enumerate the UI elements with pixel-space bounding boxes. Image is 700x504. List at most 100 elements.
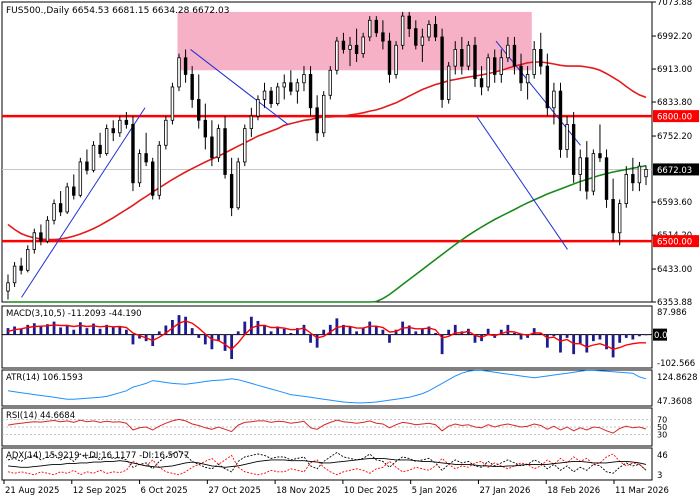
candle-body [256,99,260,117]
candle-body [637,165,642,184]
candle-body [578,157,582,175]
macd-bar [545,334,549,348]
x-tick-label: 10 Dec 2025 [344,486,398,496]
level-label-box-0 [653,110,699,123]
macd-bar [453,324,457,335]
macd-bar [420,328,424,335]
adx-minus-di-line [7,453,647,476]
x-tick-label: 11 Mar 2026 [615,486,669,496]
macd-bar [249,316,253,335]
macd-bar [52,321,56,335]
macd-bar [92,323,95,335]
price-tick-label: 6913.00 [657,65,692,75]
candle-body [137,153,142,184]
price-tick-label: 6593.60 [657,198,692,208]
macd-bar [611,334,615,358]
macd-bar [276,326,280,335]
candle-body [374,19,379,34]
candle-body [604,157,609,200]
x-tick-label: 27 Jan 2026 [479,486,530,496]
adx-plus-di-line [7,450,647,474]
macd-bar [32,323,36,335]
candle-body [26,249,30,271]
macd-bar [282,328,286,335]
candle-body [111,128,115,134]
candle-body [315,107,319,134]
macd-bar [138,334,141,339]
candle-body [598,153,602,159]
macd-bar [315,334,319,348]
candle-body [479,78,484,88]
macd-zero-box [653,328,667,341]
macd-bar [355,331,358,335]
candle-body [440,36,444,100]
x-tick-label: 5 Jan 2026 [412,486,458,496]
level-label-0: 6800.00 [657,113,692,123]
candle-body [368,19,372,38]
candle-body [262,90,267,100]
x-tick-label: 6 Oct 2025 [141,486,188,496]
candle-body [12,265,17,284]
candle-body [539,49,543,67]
candle-body [486,57,490,88]
candle-body [532,49,536,75]
macd-bar [361,327,365,335]
candle-body [558,90,563,150]
candle-body [104,128,109,155]
last-price-box [653,163,699,176]
macd-bar [210,334,214,350]
level-label-1: 6500.00 [657,238,692,248]
candle-body [460,49,464,67]
macd-bar [499,329,503,335]
macd-bar [243,321,247,335]
macd-bar [381,329,385,335]
macd-bar [322,329,326,335]
candle-body [506,44,510,59]
macd-bar [374,326,378,335]
macd-bar [157,331,161,335]
candle-body [124,119,129,125]
price-tick-label: 6433.00 [657,265,692,275]
candle-body [289,82,293,92]
adx-tick-label: 46 [657,451,668,461]
candle-body [354,44,359,55]
macd-bar [532,328,536,335]
candle-body [78,161,83,196]
candle-body [387,40,392,75]
candle-body [571,124,576,175]
candle-body [216,128,221,159]
rsi-header: RSI(14) 44.6684 [6,411,75,421]
candle-body [361,36,365,55]
candle-body [275,86,280,105]
candle-body [611,199,615,234]
macd-bar [394,329,398,335]
candle-body [223,128,227,175]
macd-bar [473,334,477,343]
macd-bar [638,334,641,337]
resistance-zone [177,11,532,71]
candle-body [631,174,635,184]
macd-bar [486,328,490,335]
macd-bar [388,334,391,343]
candle-body [203,119,208,138]
candle-body [295,82,300,92]
candle-body [282,82,286,88]
candle-body [58,203,63,213]
candle-body [308,74,313,109]
macd-bar [578,334,582,345]
rsi-tick-label: 30 [657,431,667,440]
macd-signal-line [7,320,646,351]
macd-bar [348,326,352,335]
candle-body [473,44,477,80]
macd-bar [39,325,43,335]
macd-bar [519,334,523,340]
macd-bar [605,334,608,350]
symbol-header: FUS500.,Daily 6654.53 6681.15 6634.28 66… [6,6,229,16]
atr-tick-label: 124.8628 [657,373,698,383]
candle-body [519,65,523,84]
candle-body [328,69,332,96]
candle-body [65,186,69,213]
adx-tick-label: 3 [657,471,662,481]
